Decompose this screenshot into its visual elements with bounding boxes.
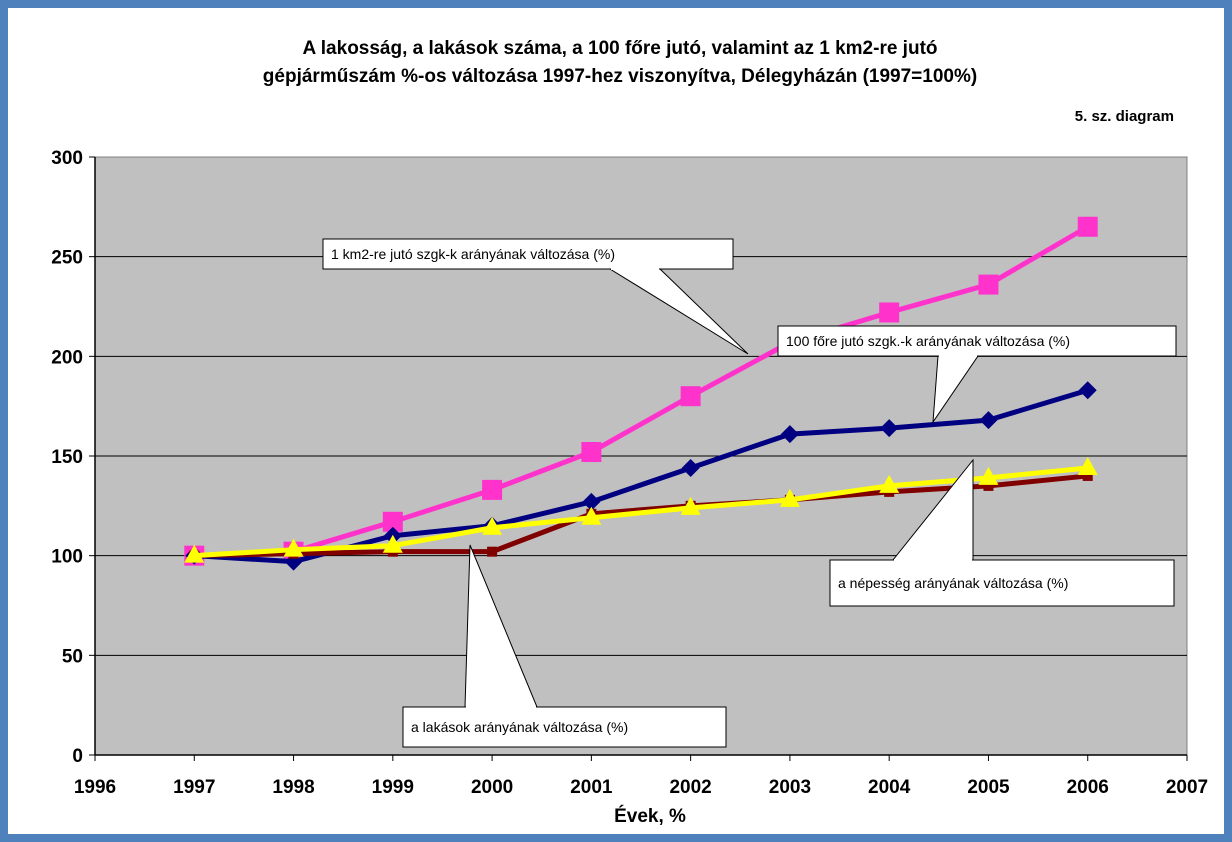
data-point bbox=[879, 302, 900, 323]
data-point bbox=[382, 534, 403, 553]
y-tick-label: 150 bbox=[51, 447, 83, 468]
chart-title-line2: gépjárműszám %-os változása 1997-hez vis… bbox=[262, 66, 978, 87]
y-tick-label: 300 bbox=[51, 148, 83, 169]
x-tick-label: 2000 bbox=[471, 777, 513, 798]
x-axis-label: Évek, % bbox=[614, 806, 686, 827]
callout-text: 1 km2-re jutó szgk-k arányának változása… bbox=[331, 246, 615, 262]
callout-2: a népesség arányának változása (%) bbox=[829, 458, 1175, 607]
data-point bbox=[879, 474, 900, 493]
x-tick-label: 2001 bbox=[570, 777, 613, 798]
y-tick-label: 100 bbox=[51, 547, 83, 568]
x-tick-label: 2003 bbox=[769, 777, 811, 798]
chart-title-line1: A lakosság, a lakások száma, a 100 főre … bbox=[302, 38, 938, 59]
data-point bbox=[184, 544, 205, 563]
data-point bbox=[581, 506, 602, 525]
data-point bbox=[978, 274, 999, 295]
callout-box bbox=[829, 559, 1175, 607]
data-point bbox=[487, 546, 498, 557]
x-tick-label: 2005 bbox=[967, 777, 1010, 798]
data-point bbox=[1077, 216, 1098, 237]
y-tick-label: 200 bbox=[51, 347, 83, 368]
callout-text: a népesség arányának változása (%) bbox=[838, 575, 1068, 591]
callout-text: 100 főre jutó szgk.-k arányának változás… bbox=[786, 333, 1070, 349]
series-line bbox=[194, 473, 1088, 559]
data-point bbox=[582, 492, 601, 511]
data-point bbox=[979, 411, 998, 430]
callout-box bbox=[777, 325, 1177, 357]
data-point bbox=[780, 425, 799, 444]
series-line bbox=[194, 465, 1088, 559]
data-point bbox=[1077, 456, 1098, 475]
data-point bbox=[382, 511, 403, 532]
data-point bbox=[680, 386, 701, 407]
callout-text: a lakások arányának változása (%) bbox=[411, 719, 628, 735]
data-point bbox=[283, 538, 304, 557]
data-point bbox=[880, 419, 899, 438]
x-tick-label: 1999 bbox=[372, 777, 414, 798]
x-tick-label: 1996 bbox=[74, 777, 116, 798]
data-point bbox=[680, 496, 701, 515]
data-point bbox=[779, 488, 800, 507]
callout-3: a lakások arányának változása (%) bbox=[402, 544, 727, 748]
series-2 bbox=[184, 456, 1098, 563]
callout-box bbox=[322, 238, 734, 270]
y-tick-label: 0 bbox=[72, 746, 83, 767]
series-line bbox=[194, 224, 1089, 559]
y-tick-label: 50 bbox=[62, 646, 83, 667]
data-point bbox=[482, 479, 503, 500]
x-tick-label: 1998 bbox=[272, 777, 314, 798]
data-point bbox=[1082, 470, 1093, 481]
x-tick-label: 2006 bbox=[1067, 777, 1109, 798]
callout-1: 100 főre jutó szgk.-k arányának változás… bbox=[777, 325, 1177, 424]
x-tick-label: 2007 bbox=[1166, 777, 1208, 798]
data-point bbox=[978, 466, 999, 485]
y-tick-label: 250 bbox=[51, 248, 83, 269]
data-point bbox=[1078, 381, 1097, 400]
x-tick-label: 2004 bbox=[868, 777, 911, 798]
series-0 bbox=[184, 216, 1098, 566]
chart-subtitle: 5. sz. diagram bbox=[1074, 108, 1174, 125]
data-point bbox=[983, 480, 994, 491]
callout-0: 1 km2-re jutó szgk-k arányának változása… bbox=[322, 238, 749, 355]
data-point bbox=[681, 458, 700, 477]
data-point bbox=[482, 516, 503, 535]
data-point bbox=[581, 442, 602, 463]
callout-box bbox=[402, 706, 727, 748]
x-tick-label: 2002 bbox=[669, 777, 711, 798]
x-tick-label: 1997 bbox=[173, 777, 215, 798]
